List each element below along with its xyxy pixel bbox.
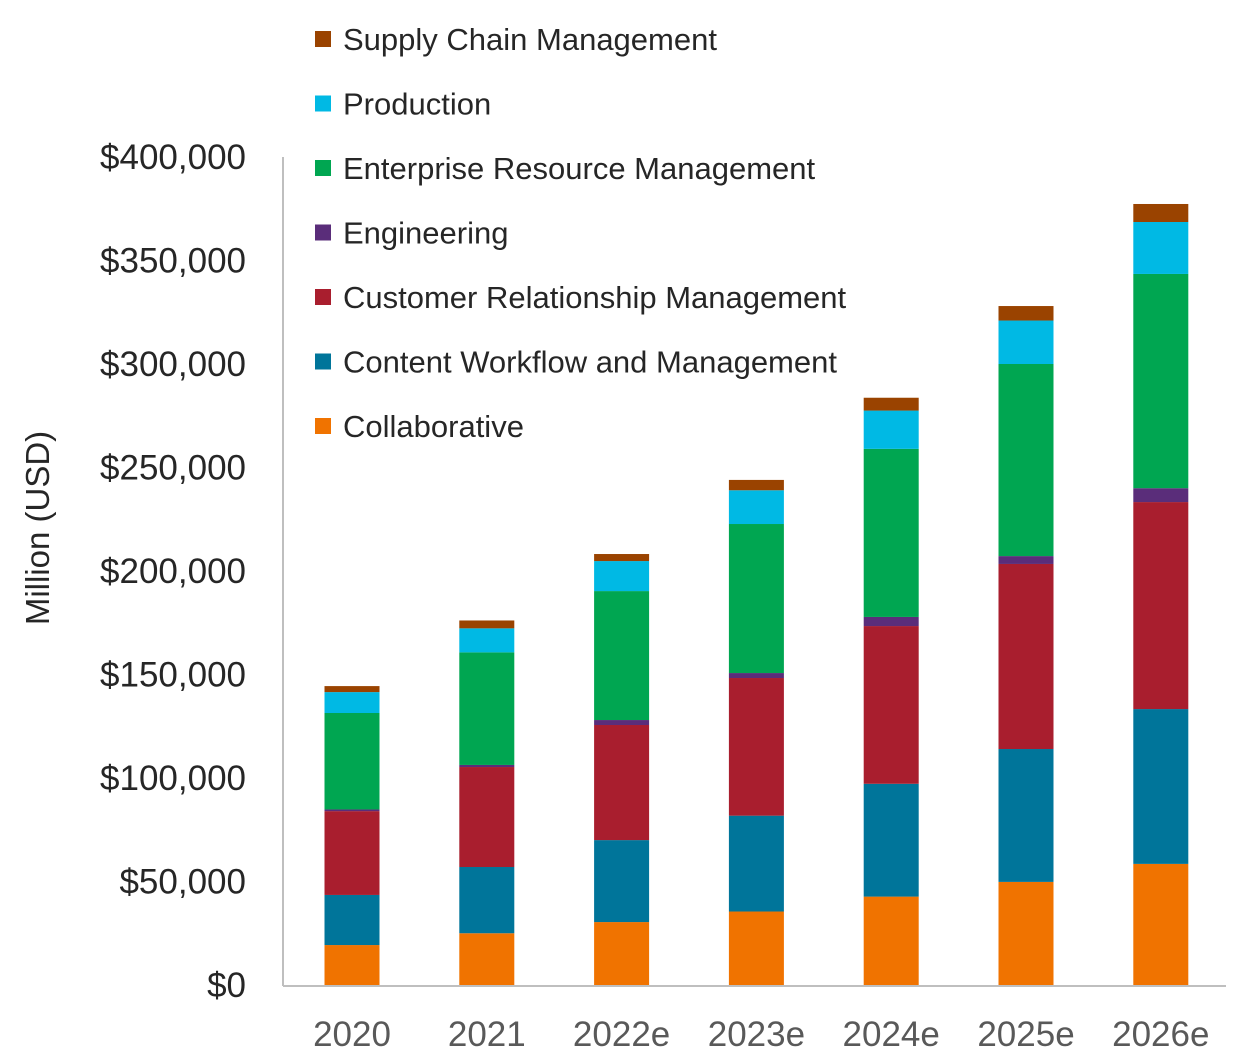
x-tick-labels: 2020 2021 2022e 2023e 2024e 2025e 2026e — [313, 1015, 1209, 1054]
x-tick-label: 2024e — [843, 1015, 940, 1054]
bar-segment — [1133, 488, 1189, 503]
bar-segment — [1133, 221, 1189, 274]
bar-segment — [324, 692, 380, 714]
legend-swatch — [315, 289, 331, 305]
bar-segment — [863, 410, 919, 449]
bar-segment — [459, 933, 515, 985]
bar-segment — [863, 626, 919, 784]
bar-segment — [863, 783, 919, 897]
bar-segment — [998, 556, 1054, 564]
bar-segment — [459, 620, 515, 629]
bar-segment — [1133, 203, 1189, 222]
bar-segment — [728, 479, 784, 491]
bar-stack-2025e — [998, 306, 1054, 985]
y-tick-label: $300,000 — [100, 345, 246, 384]
bar-stack-2021 — [459, 620, 515, 985]
bar-segment — [1133, 709, 1189, 864]
legend-swatch — [315, 31, 331, 47]
bar-stack-2023e — [728, 479, 784, 985]
bar-segment — [863, 616, 919, 627]
x-tick-label: 2025e — [977, 1015, 1074, 1054]
y-tick-label: $250,000 — [100, 449, 246, 488]
y-axis-title: Million (USD) — [19, 431, 56, 625]
legend-label: Content Workflow and Management — [343, 345, 837, 380]
bar-segment — [728, 911, 784, 985]
bar-segment — [863, 448, 919, 617]
bar-segment — [594, 725, 650, 841]
legend-label: Engineering — [343, 216, 508, 251]
x-tick-label: 2026e — [1112, 1015, 1209, 1054]
legend-label: Enterprise Resource Management — [343, 151, 816, 186]
legend-item: Production — [315, 87, 491, 122]
legend-swatch — [315, 160, 331, 176]
y-tick-label: $100,000 — [100, 759, 246, 798]
legend-item: Enterprise Resource Management — [315, 151, 816, 186]
legend-swatch — [315, 418, 331, 434]
legend-item: Content Workflow and Management — [315, 345, 837, 380]
bar-stack-2024e — [863, 397, 919, 985]
bar-segment — [998, 320, 1054, 364]
bar-segment — [324, 713, 380, 810]
bar-segment — [728, 678, 784, 816]
legend-swatch — [315, 224, 331, 241]
bar-segment — [324, 686, 380, 693]
legend-item: Supply Chain Management — [315, 22, 717, 57]
bar-segment — [998, 306, 1054, 321]
legend-item: Customer Relationship Management — [315, 280, 847, 315]
bar-segment — [594, 561, 650, 592]
bar-segment — [863, 397, 919, 411]
legend-swatch — [315, 95, 331, 112]
y-tick-label: $0 — [207, 966, 246, 1005]
bar-segment — [324, 894, 380, 946]
bar-segment — [459, 767, 515, 868]
y-tick-label: $200,000 — [100, 552, 246, 591]
bar-segment — [1133, 863, 1189, 985]
bar-segment — [594, 840, 650, 923]
bar-segment — [459, 652, 515, 765]
bar-segment — [459, 764, 515, 768]
legend-label: Supply Chain Management — [343, 22, 717, 57]
bar-stack-2026e — [1133, 203, 1189, 985]
bar-segment — [728, 524, 784, 674]
bar-segment — [594, 922, 650, 985]
bar-segment — [324, 945, 380, 985]
y-tick-label: $50,000 — [119, 863, 246, 902]
y-tick-label: $150,000 — [100, 656, 246, 695]
y-tick-label: $400,000 — [100, 138, 246, 177]
bar-segment — [459, 628, 515, 653]
legend-item: Engineering — [315, 216, 508, 251]
bar-segment — [863, 896, 919, 985]
legend-swatch — [315, 353, 331, 370]
bar-segment — [594, 720, 650, 726]
bars-layer — [324, 203, 1189, 985]
bar-segment — [728, 490, 784, 525]
legend-label: Production — [343, 87, 491, 122]
bar-segment — [998, 364, 1054, 557]
y-tick-label: $350,000 — [100, 242, 246, 281]
bar-stack-2022e — [594, 554, 650, 985]
x-tick-label: 2022e — [573, 1015, 670, 1054]
bar-segment — [594, 591, 650, 721]
bar-segment — [998, 749, 1054, 882]
bar-segment — [324, 811, 380, 895]
x-tick-label: 2021 — [448, 1015, 526, 1054]
x-tick-label: 2020 — [313, 1015, 391, 1054]
bar-segment — [459, 867, 515, 934]
bar-segment — [594, 554, 650, 562]
y-tick-labels: $0 $50,000 $100,000 $150,000 $200,000 $250,00… — [100, 138, 246, 1005]
bar-segment — [728, 673, 784, 679]
bar-segment — [324, 809, 380, 812]
bar-segment — [998, 563, 1054, 750]
legend: Supply Chain Management Production Enterpr… — [315, 22, 847, 444]
legend-label: Collaborative — [343, 409, 524, 444]
bar-segment — [728, 815, 784, 912]
legend-item: Collaborative — [315, 409, 524, 444]
bar-stack-2020 — [324, 686, 380, 985]
bar-segment — [1133, 273, 1189, 489]
x-tick-label: 2023e — [708, 1015, 805, 1054]
bar-segment — [1133, 502, 1189, 710]
legend-label: Customer Relationship Management — [343, 280, 847, 315]
bar-segment — [998, 881, 1054, 985]
